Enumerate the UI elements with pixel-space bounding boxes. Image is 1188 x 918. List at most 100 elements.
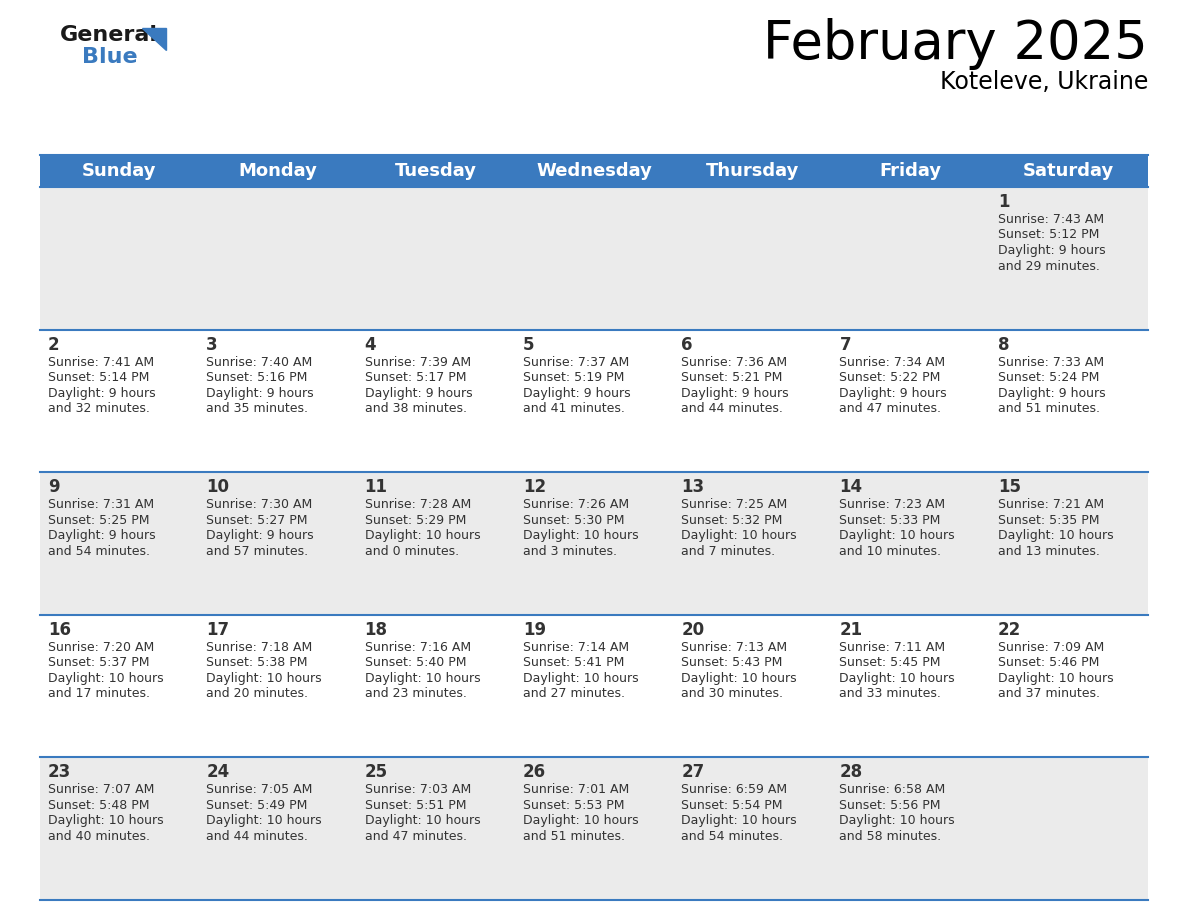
Text: Sunrise: 7:36 AM: Sunrise: 7:36 AM: [681, 355, 788, 369]
Text: Sunset: 5:24 PM: Sunset: 5:24 PM: [998, 371, 1099, 384]
Bar: [356, 187, 514, 330]
Bar: [674, 187, 832, 330]
Bar: [832, 187, 990, 330]
Text: 15: 15: [998, 478, 1020, 497]
Text: Monday: Monday: [238, 162, 317, 180]
Text: and 20 minutes.: and 20 minutes.: [207, 688, 308, 700]
Text: and 58 minutes.: and 58 minutes.: [840, 830, 942, 843]
Text: Sunset: 5:51 PM: Sunset: 5:51 PM: [365, 799, 466, 812]
Text: and 40 minutes.: and 40 minutes.: [48, 830, 150, 843]
Text: 21: 21: [840, 621, 862, 639]
Bar: [674, 472, 832, 615]
Text: Daylight: 10 hours: Daylight: 10 hours: [840, 814, 955, 827]
Text: Sunrise: 6:59 AM: Sunrise: 6:59 AM: [681, 783, 788, 797]
Text: 26: 26: [523, 764, 546, 781]
Bar: [674, 757, 832, 900]
Text: Friday: Friday: [879, 162, 942, 180]
Text: Sunrise: 7:40 AM: Sunrise: 7:40 AM: [207, 355, 312, 369]
Text: Sunset: 5:19 PM: Sunset: 5:19 PM: [523, 371, 624, 384]
Text: Daylight: 10 hours: Daylight: 10 hours: [998, 672, 1113, 685]
Text: Sunrise: 7:14 AM: Sunrise: 7:14 AM: [523, 641, 628, 654]
Text: and 35 minutes.: and 35 minutes.: [207, 402, 308, 415]
Bar: [832, 757, 990, 900]
Text: Daylight: 9 hours: Daylight: 9 hours: [523, 386, 631, 399]
Text: Wednesday: Wednesday: [536, 162, 652, 180]
Text: Daylight: 9 hours: Daylight: 9 hours: [207, 529, 314, 543]
Text: Sunset: 5:12 PM: Sunset: 5:12 PM: [998, 229, 1099, 241]
Text: Daylight: 10 hours: Daylight: 10 hours: [681, 529, 797, 543]
Text: Sunrise: 7:39 AM: Sunrise: 7:39 AM: [365, 355, 470, 369]
Text: and 44 minutes.: and 44 minutes.: [681, 402, 783, 415]
Text: 24: 24: [207, 764, 229, 781]
Bar: [990, 155, 1148, 187]
Text: 10: 10: [207, 478, 229, 497]
Text: Sunset: 5:27 PM: Sunset: 5:27 PM: [207, 514, 308, 527]
Text: and 44 minutes.: and 44 minutes.: [207, 830, 308, 843]
Text: and 7 minutes.: and 7 minutes.: [681, 544, 776, 558]
Text: 28: 28: [840, 764, 862, 781]
Text: Sunset: 5:48 PM: Sunset: 5:48 PM: [48, 799, 150, 812]
Text: 19: 19: [523, 621, 546, 639]
Text: Sunrise: 7:28 AM: Sunrise: 7:28 AM: [365, 498, 470, 511]
Text: and 47 minutes.: and 47 minutes.: [365, 830, 467, 843]
Bar: [674, 155, 832, 187]
Text: 2: 2: [48, 336, 59, 353]
Text: Daylight: 9 hours: Daylight: 9 hours: [998, 244, 1105, 257]
Text: Daylight: 10 hours: Daylight: 10 hours: [523, 529, 638, 543]
Text: and 3 minutes.: and 3 minutes.: [523, 544, 617, 558]
Text: Sunrise: 7:13 AM: Sunrise: 7:13 AM: [681, 641, 788, 654]
Text: Blue: Blue: [82, 47, 138, 67]
Text: Sunset: 5:17 PM: Sunset: 5:17 PM: [365, 371, 466, 384]
Bar: [198, 757, 356, 900]
Text: Koteleve, Ukraine: Koteleve, Ukraine: [940, 70, 1148, 94]
Text: Sunset: 5:41 PM: Sunset: 5:41 PM: [523, 656, 624, 669]
Text: 27: 27: [681, 764, 704, 781]
Text: and 17 minutes.: and 17 minutes.: [48, 688, 150, 700]
Text: and 51 minutes.: and 51 minutes.: [523, 830, 625, 843]
Bar: [832, 615, 990, 757]
Bar: [514, 330, 674, 472]
Bar: [990, 472, 1148, 615]
Text: and 23 minutes.: and 23 minutes.: [365, 688, 467, 700]
Bar: [990, 615, 1148, 757]
Text: and 51 minutes.: and 51 minutes.: [998, 402, 1100, 415]
Text: Sunset: 5:33 PM: Sunset: 5:33 PM: [840, 514, 941, 527]
Text: 14: 14: [840, 478, 862, 497]
Text: Sunrise: 7:31 AM: Sunrise: 7:31 AM: [48, 498, 154, 511]
Text: 6: 6: [681, 336, 693, 353]
Text: Sunrise: 7:18 AM: Sunrise: 7:18 AM: [207, 641, 312, 654]
Text: Sunrise: 7:34 AM: Sunrise: 7:34 AM: [840, 355, 946, 369]
Text: Daylight: 9 hours: Daylight: 9 hours: [998, 386, 1105, 399]
Text: 8: 8: [998, 336, 1010, 353]
Bar: [40, 187, 198, 330]
Text: Daylight: 10 hours: Daylight: 10 hours: [840, 672, 955, 685]
Bar: [832, 155, 990, 187]
Text: Sunset: 5:22 PM: Sunset: 5:22 PM: [840, 371, 941, 384]
Bar: [40, 615, 198, 757]
Text: Daylight: 10 hours: Daylight: 10 hours: [523, 672, 638, 685]
Text: 18: 18: [365, 621, 387, 639]
Text: 3: 3: [207, 336, 217, 353]
Text: Sunrise: 7:26 AM: Sunrise: 7:26 AM: [523, 498, 628, 511]
Bar: [198, 472, 356, 615]
Bar: [514, 472, 674, 615]
Text: and 10 minutes.: and 10 minutes.: [840, 544, 941, 558]
Text: Daylight: 9 hours: Daylight: 9 hours: [681, 386, 789, 399]
Text: Daylight: 10 hours: Daylight: 10 hours: [48, 814, 164, 827]
Text: 17: 17: [207, 621, 229, 639]
Text: Sunset: 5:30 PM: Sunset: 5:30 PM: [523, 514, 625, 527]
Text: and 13 minutes.: and 13 minutes.: [998, 544, 1100, 558]
Text: Daylight: 10 hours: Daylight: 10 hours: [365, 672, 480, 685]
Text: and 47 minutes.: and 47 minutes.: [840, 402, 941, 415]
Text: Sunset: 5:53 PM: Sunset: 5:53 PM: [523, 799, 625, 812]
Text: 5: 5: [523, 336, 535, 353]
Text: 25: 25: [365, 764, 387, 781]
Text: Daylight: 10 hours: Daylight: 10 hours: [365, 529, 480, 543]
Text: and 29 minutes.: and 29 minutes.: [998, 260, 1100, 273]
Text: and 33 minutes.: and 33 minutes.: [840, 688, 941, 700]
Text: Sunset: 5:35 PM: Sunset: 5:35 PM: [998, 514, 1099, 527]
Text: 23: 23: [48, 764, 71, 781]
Bar: [356, 757, 514, 900]
Text: Sunset: 5:49 PM: Sunset: 5:49 PM: [207, 799, 308, 812]
Text: Sunrise: 7:03 AM: Sunrise: 7:03 AM: [365, 783, 470, 797]
